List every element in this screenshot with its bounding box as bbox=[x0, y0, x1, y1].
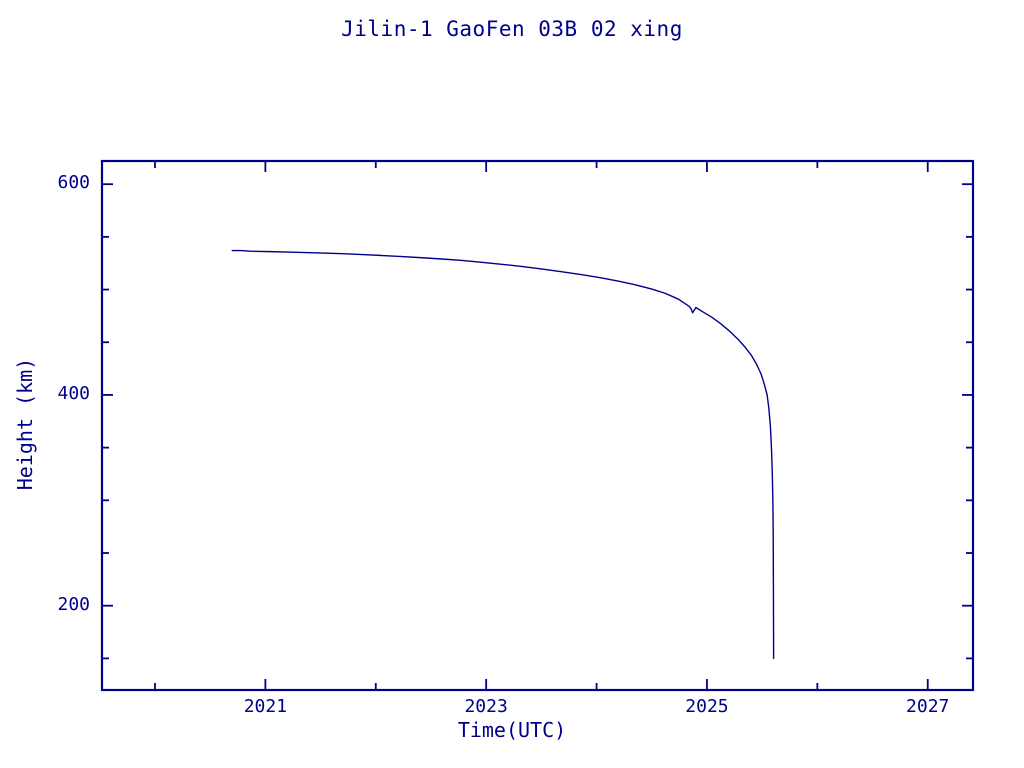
x-tick-label: 2027 bbox=[906, 696, 950, 717]
tick-marks bbox=[102, 161, 973, 690]
axis-frame bbox=[100, 159, 975, 692]
y-tick-label: 200 bbox=[57, 593, 90, 615]
chart-title: Jilin-1 GaoFen 03B 02 xing bbox=[341, 17, 683, 41]
x-tick-label: 2025 bbox=[685, 696, 729, 717]
x-tick-label: 2023 bbox=[464, 696, 508, 717]
x-axis-label: Time(UTC) bbox=[457, 718, 567, 742]
data-series-group bbox=[231, 249, 775, 660]
data-series-line-0 bbox=[231, 249, 775, 660]
x-tick-label: 2021 bbox=[243, 696, 288, 717]
y-tick-label: 400 bbox=[57, 382, 90, 404]
y-tick-label: 600 bbox=[57, 172, 90, 194]
